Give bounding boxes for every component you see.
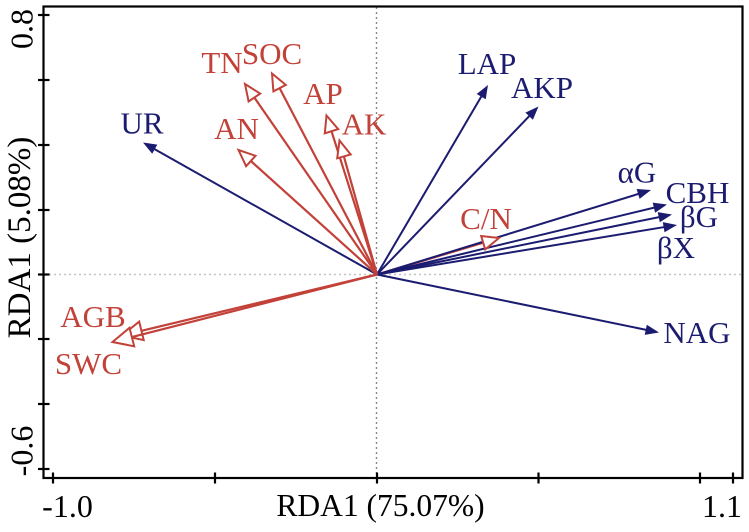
svg-text:CBH: CBH [666, 175, 730, 210]
svg-text:LAP: LAP [458, 46, 517, 81]
svg-text:-0.6: -0.6 [4, 426, 40, 477]
svg-text:0.8: 0.8 [4, 9, 40, 49]
svg-text:1.1: 1.1 [702, 488, 742, 524]
svg-text:RDA1 (75.07%): RDA1 (75.07%) [276, 488, 484, 523]
svg-text:AKP: AKP [511, 70, 573, 105]
svg-text:NAG: NAG [663, 315, 730, 350]
svg-text:AN: AN [214, 111, 259, 146]
svg-text:AP: AP [303, 76, 343, 111]
svg-text:RDA1 (5.08%): RDA1 (5.08%) [2, 137, 38, 339]
svg-text:TN: TN [201, 45, 242, 80]
svg-text:UR: UR [120, 106, 163, 141]
svg-text:βG: βG [680, 199, 718, 234]
svg-text:AGB: AGB [60, 299, 125, 334]
svg-text:-1.0: -1.0 [42, 488, 93, 524]
svg-text:βX: βX [657, 230, 695, 265]
svg-text:αG: αG [618, 155, 657, 190]
svg-text:SWC: SWC [55, 346, 122, 381]
svg-text:SOC: SOC [242, 36, 302, 71]
svg-text:AK: AK [342, 107, 387, 142]
svg-text:C/N: C/N [460, 201, 512, 236]
